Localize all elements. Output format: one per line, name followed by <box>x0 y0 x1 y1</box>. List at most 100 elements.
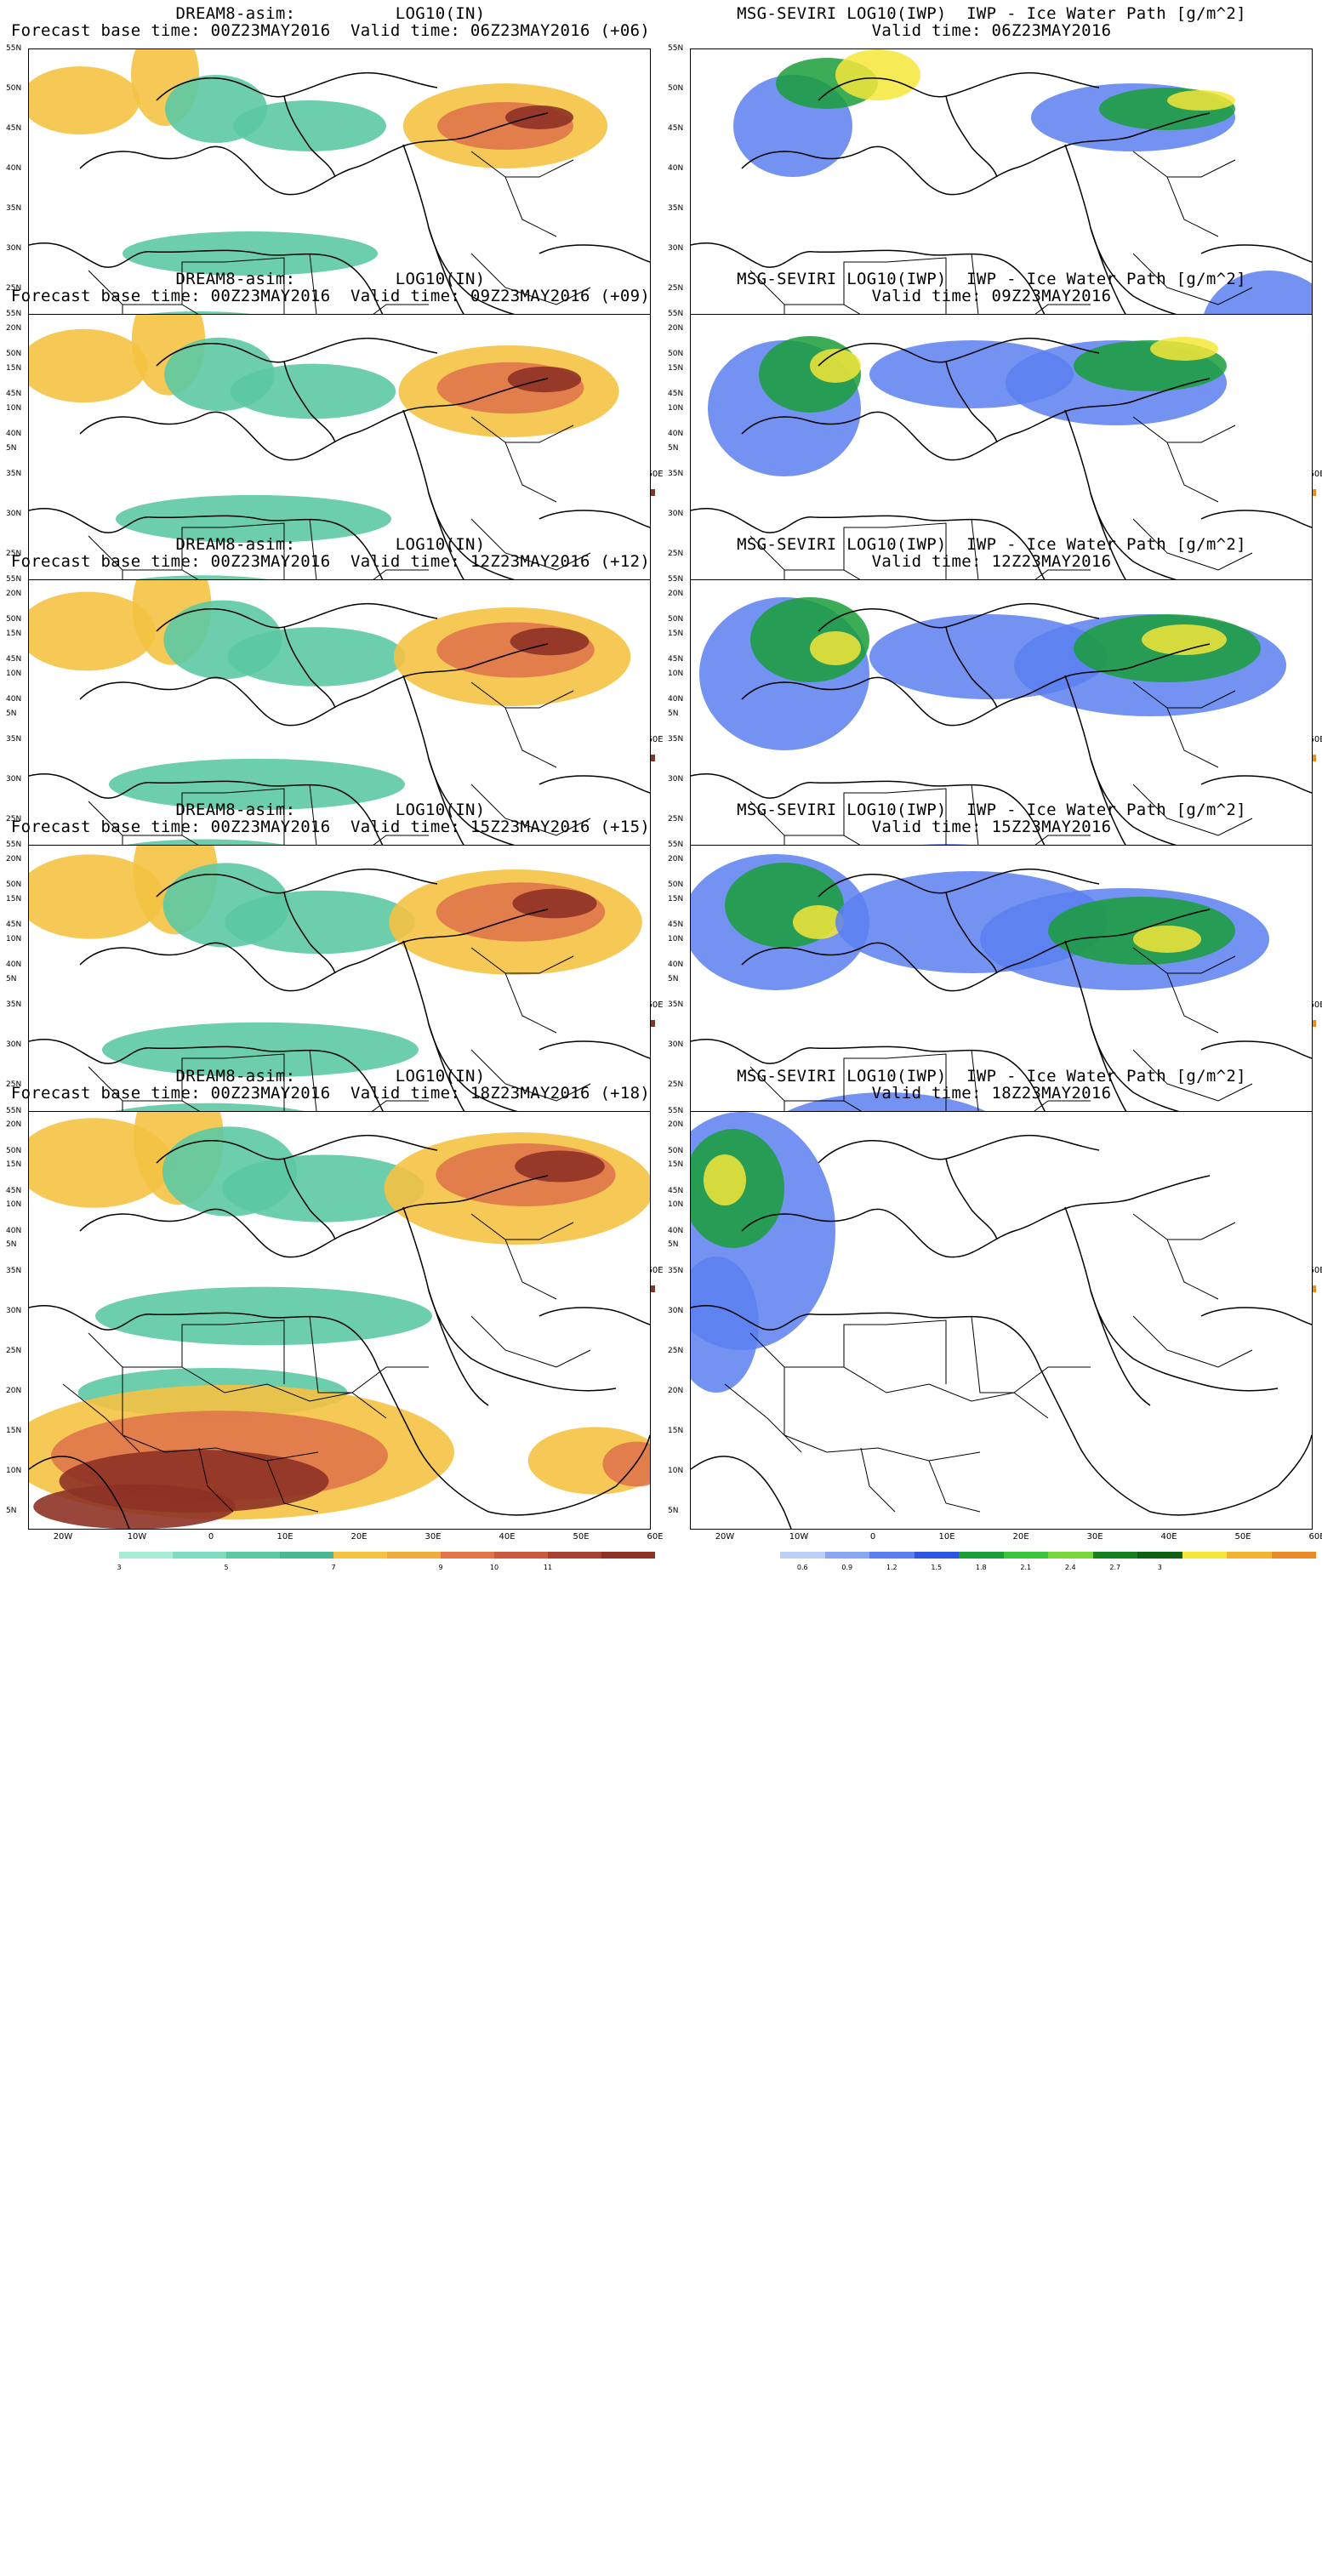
dust-load-area <box>29 591 157 671</box>
satellite-iwp-panel: MSG-SEVIRI LOG10(IWP) IWP - Ice Water Pa… <box>661 1063 1322 1577</box>
longitude-label: 60E <box>647 1532 664 1542</box>
panel-subtitle: Valid time: 09Z23MAY2016 <box>871 287 1112 305</box>
cloud-ice-area <box>704 1154 746 1205</box>
latitude-label: 55N <box>6 1107 22 1115</box>
latitude-label: 10N <box>6 935 22 943</box>
latitude-label: 10N <box>6 670 22 678</box>
latitude-label: 30N <box>668 510 684 518</box>
colorbar-segment <box>280 1552 333 1559</box>
latitude-label: 30N <box>668 775 684 784</box>
latitude-label: 40N <box>6 960 22 969</box>
colorbar-segment <box>1137 1552 1182 1559</box>
latitude-label: 40N <box>668 1227 684 1235</box>
latitude-label: 45N <box>668 655 684 664</box>
latitude-label: 10N <box>668 935 684 943</box>
latitude-label: 25N <box>6 1080 22 1089</box>
latitude-label: 50N <box>668 881 684 889</box>
panel-subtitle: Forecast base time: 00Z23MAY2016 Valid t… <box>10 818 651 836</box>
panel-title: MSG-SEVIRI LOG10(IWP) IWP - Ice Water Pa… <box>737 270 1246 288</box>
latitude-label: 15N <box>6 364 22 373</box>
latitude-label: 30N <box>668 1307 684 1315</box>
cloud-ice-area <box>835 49 920 100</box>
map-frame <box>28 1111 651 1530</box>
colorbar-label: 7 <box>331 1564 336 1571</box>
colorbar-label: 0.6 <box>796 1564 808 1571</box>
latitude-label: 35N <box>668 735 684 744</box>
longitude-label: 10W <box>789 1532 809 1542</box>
dust-load-area <box>29 328 148 403</box>
dust-load-area <box>230 363 396 419</box>
colorbar-label: 9 <box>438 1564 443 1571</box>
latitude-label: 40N <box>668 960 684 969</box>
dust-load-area <box>602 1441 650 1487</box>
colorbar-label: 1.2 <box>886 1564 897 1571</box>
latitude-label: 25N <box>668 550 684 558</box>
dust-load-area <box>95 1286 432 1346</box>
cloud-ice-area <box>1133 926 1201 953</box>
colorbar-label: 10 <box>489 1564 499 1571</box>
panel-title: DREAM8-asim: LOG10(IN) <box>175 801 486 819</box>
latitude-label: 10N <box>6 1467 22 1475</box>
latitude-label: 40N <box>668 164 684 173</box>
latitude-label: 20N <box>6 324 22 333</box>
panel-subtitle: Forecast base time: 00Z23MAY2016 Valid t… <box>10 287 651 305</box>
colorbar-label: 2.1 <box>1020 1564 1032 1571</box>
latitude-label: 10N <box>668 1200 684 1209</box>
latitude-label: 35N <box>6 1267 22 1275</box>
panel-title: MSG-SEVIRI LOG10(IWP) IWP - Ice Water Pa… <box>737 4 1246 23</box>
dust-load-area <box>222 1154 425 1222</box>
longitude-label: 50E <box>1234 1532 1251 1542</box>
latitude-label: 50N <box>668 350 684 358</box>
latitude-label: 50N <box>668 84 684 93</box>
latitude-label: 50N <box>6 881 22 889</box>
colorbar-segment <box>226 1552 280 1559</box>
latitude-label: 15N <box>668 1427 684 1435</box>
panel-subtitle: Forecast base time: 00Z23MAY2016 Valid t… <box>10 1084 651 1103</box>
latitude-label: 50N <box>668 615 684 624</box>
dust-load-area <box>505 105 573 129</box>
latitude-label: 20N <box>668 590 684 598</box>
latitude-label: 45N <box>668 920 684 929</box>
colorbar-label: 2.7 <box>1109 1564 1121 1571</box>
latitude-label: 40N <box>668 695 684 704</box>
dust-load-area <box>29 66 140 134</box>
map-frame <box>690 1111 1313 1530</box>
latitude-label: 5N <box>668 444 679 453</box>
longitude-label: 60E <box>1308 735 1322 744</box>
latitude-label: 5N <box>668 710 679 718</box>
latitude-label: 45N <box>6 655 22 664</box>
longitude-label: 60E <box>1308 1000 1322 1010</box>
longitude-label: 20E <box>350 1532 368 1542</box>
latitude-label: 5N <box>6 444 17 453</box>
panel-title: MSG-SEVIRI LOG10(IWP) IWP - Ice Water Pa… <box>737 535 1246 554</box>
latitude-label: 30N <box>6 1307 22 1315</box>
latitude-label: 20N <box>668 1387 684 1395</box>
latitude-label: 5N <box>668 975 679 983</box>
cloud-ice-area <box>793 905 844 939</box>
latitude-label: 5N <box>6 1240 17 1249</box>
latitude-label: 45N <box>668 1187 684 1195</box>
latitude-label: 25N <box>668 284 684 293</box>
latitude-label: 55N <box>668 575 684 584</box>
latitude-label: 45N <box>6 920 22 929</box>
longitude-label: 60E <box>1308 470 1322 479</box>
latitude-label: 30N <box>6 1040 22 1049</box>
latitude-label: 55N <box>6 841 22 849</box>
colorbar-segment <box>824 1552 869 1559</box>
panel-title: DREAM8-asim: LOG10(IN) <box>175 4 486 23</box>
latitude-label: 25N <box>668 815 684 824</box>
colorbar-segment <box>1092 1552 1137 1559</box>
colorbar <box>780 1552 1316 1559</box>
latitude-label: 25N <box>6 1347 22 1355</box>
panel-title: DREAM8-asim: LOG10(IN) <box>175 535 486 554</box>
longitude-label: 50E <box>573 1532 590 1542</box>
latitude-label: 50N <box>668 1147 684 1155</box>
colorbar-segment <box>1271 1552 1316 1559</box>
cloud-ice-area <box>1142 624 1227 655</box>
colorbar <box>119 1552 655 1559</box>
colorbar-segment <box>780 1552 825 1559</box>
latitude-label: 5N <box>6 975 17 983</box>
latitude-label: 15N <box>6 895 22 903</box>
latitude-label: 15N <box>668 1160 684 1169</box>
latitude-label: 55N <box>6 310 22 318</box>
